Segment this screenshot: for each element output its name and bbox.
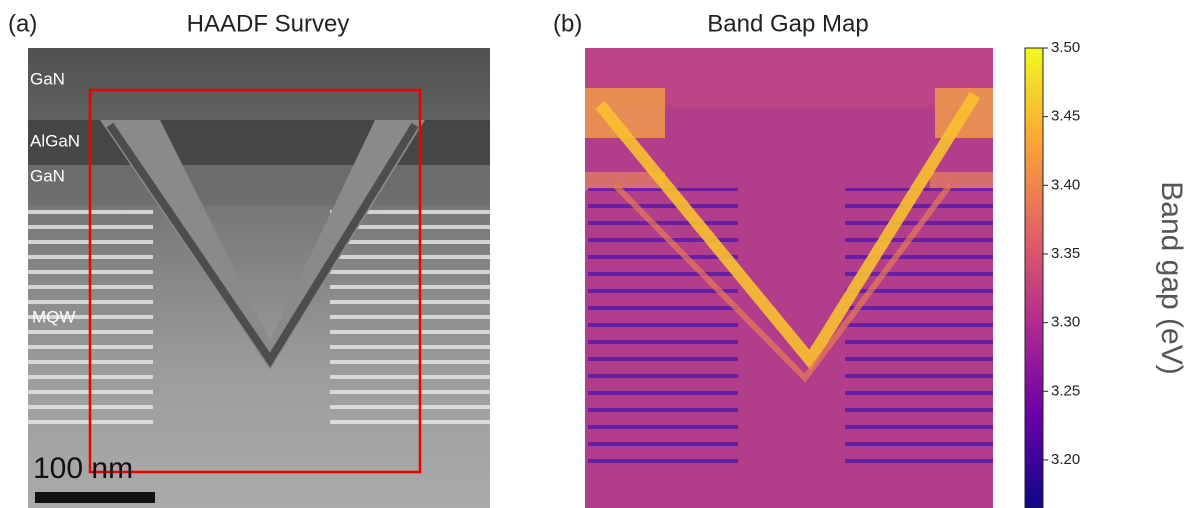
scale-bar-label: 100 nm xyxy=(33,452,133,485)
figure: (a) HAADF Survey GaN AlGaN GaN MQW 100 n… xyxy=(0,0,1203,508)
colorbar-tick-label: 3.25 xyxy=(1051,382,1080,399)
colorbar-tick-label: 3.40 xyxy=(1051,176,1080,193)
colorbar-tick-label: 3.30 xyxy=(1051,314,1080,331)
colorbar-tick-label: 3.45 xyxy=(1051,108,1080,125)
layer-label: GaN xyxy=(30,166,65,185)
layer-label: AlGaN xyxy=(30,131,80,150)
colorbar-tick-label: 3.20 xyxy=(1051,451,1080,468)
band-gap-map xyxy=(585,48,993,508)
layer-label: MQW xyxy=(32,307,75,326)
panel-label: (b) xyxy=(553,10,582,37)
colorbar-label: Band gap (eV) xyxy=(1155,181,1188,374)
colorbar xyxy=(1025,48,1043,508)
haadf-image xyxy=(28,48,490,508)
colorbar-tick-label: 3.50 xyxy=(1051,39,1080,56)
panel-label: (a) xyxy=(8,10,37,37)
panel-title: Band Gap Map xyxy=(707,10,868,37)
colorbar-tick-label: 3.35 xyxy=(1051,245,1080,262)
panel-title: HAADF Survey xyxy=(187,10,350,37)
layer-label: GaN xyxy=(30,69,65,88)
